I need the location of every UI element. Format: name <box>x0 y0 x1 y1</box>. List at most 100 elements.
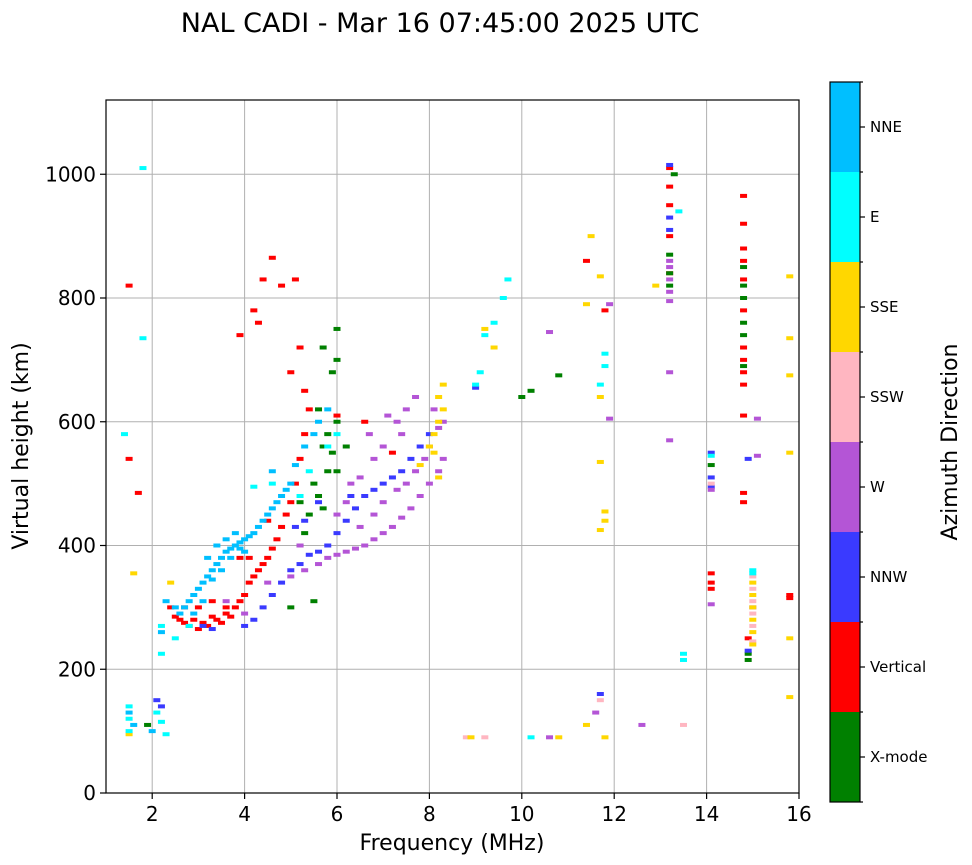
data-point <box>596 395 604 399</box>
data-point <box>222 605 230 610</box>
data-point <box>134 490 142 495</box>
data-point <box>356 524 364 529</box>
data-point <box>218 568 225 573</box>
data-point <box>227 555 235 560</box>
data-point <box>250 574 258 579</box>
data-point <box>287 500 295 505</box>
data-point <box>786 274 794 279</box>
data-point <box>194 586 202 591</box>
data-point <box>296 562 304 567</box>
data-point <box>333 326 341 331</box>
data-point <box>296 543 304 548</box>
data-point <box>740 265 748 270</box>
data-point <box>268 469 276 474</box>
data-point <box>379 500 387 505</box>
data-point <box>204 623 212 628</box>
x-tick-label: 6 <box>331 802 344 826</box>
data-point <box>208 577 216 582</box>
data-point <box>361 543 369 548</box>
data-point <box>606 302 614 307</box>
data-point <box>749 571 757 576</box>
data-point <box>786 596 794 601</box>
data-point <box>582 258 590 263</box>
y-axis-label: Virtual height (km) <box>9 342 34 549</box>
data-point <box>305 512 313 517</box>
data-point <box>287 370 295 375</box>
data-point <box>167 580 175 585</box>
data-point <box>638 722 646 727</box>
data-point <box>749 568 757 573</box>
y-tick-label: 400 <box>58 534 96 558</box>
data-point <box>666 438 674 443</box>
data-point <box>227 614 235 619</box>
data-point <box>587 234 595 239</box>
data-point <box>439 419 447 424</box>
x-tick-label: 16 <box>786 802 811 826</box>
data-point <box>222 611 230 616</box>
data-point <box>185 599 193 604</box>
data-point <box>740 413 748 418</box>
data-point <box>402 407 410 412</box>
y-axis-ticks: 0 200 400 600 800 1000 <box>45 162 106 805</box>
data-point <box>333 552 341 557</box>
data-point <box>333 419 341 424</box>
data-point <box>439 407 447 412</box>
data-point <box>125 283 133 288</box>
data-point <box>472 385 480 390</box>
data-point <box>749 642 757 647</box>
data-point <box>740 357 748 362</box>
data-point <box>347 481 355 486</box>
data-point <box>740 382 748 387</box>
colorbar-label: NNE <box>870 118 902 136</box>
data-point <box>518 395 526 399</box>
data-point <box>379 531 387 536</box>
data-point <box>218 620 225 625</box>
data-point <box>324 543 332 548</box>
data-point <box>291 524 299 529</box>
data-point <box>315 500 323 505</box>
data-point <box>333 413 341 418</box>
data-point <box>652 283 660 288</box>
data-point <box>139 336 147 341</box>
data-point <box>236 540 244 545</box>
y-tick-label: 0 <box>83 781 96 805</box>
data-point <box>555 373 563 378</box>
x-axis-ticks: 2 4 6 8 10 12 14 16 <box>146 793 812 826</box>
data-point <box>296 345 304 350</box>
data-point <box>707 571 715 576</box>
data-point <box>425 481 433 486</box>
data-point <box>342 444 350 449</box>
data-point <box>421 456 429 461</box>
data-point <box>481 333 489 338</box>
data-point <box>125 716 133 721</box>
data-point <box>268 593 276 597</box>
data-point <box>144 722 152 727</box>
data-point <box>259 518 267 523</box>
series-e <box>120 166 757 740</box>
data-point <box>259 562 267 567</box>
data-point <box>555 735 563 740</box>
data-point <box>430 432 438 437</box>
data-point <box>740 246 748 251</box>
data-point <box>199 580 207 585</box>
data-point <box>527 735 535 740</box>
data-point <box>264 580 272 585</box>
data-point <box>208 568 216 573</box>
data-point <box>328 450 336 455</box>
data-point <box>199 599 207 604</box>
colorbar-swatch <box>830 262 860 352</box>
data-point <box>744 651 752 656</box>
data-point <box>204 574 212 579</box>
data-point <box>324 444 332 449</box>
data-point <box>666 162 674 167</box>
data-point <box>596 692 604 696</box>
data-point <box>333 432 341 437</box>
data-point <box>208 627 216 632</box>
data-point <box>707 463 715 468</box>
data-point <box>181 605 189 610</box>
data-point <box>342 500 350 505</box>
data-point <box>296 500 304 505</box>
data-point <box>462 735 470 740</box>
data-point <box>379 444 387 449</box>
data-point <box>315 562 323 567</box>
